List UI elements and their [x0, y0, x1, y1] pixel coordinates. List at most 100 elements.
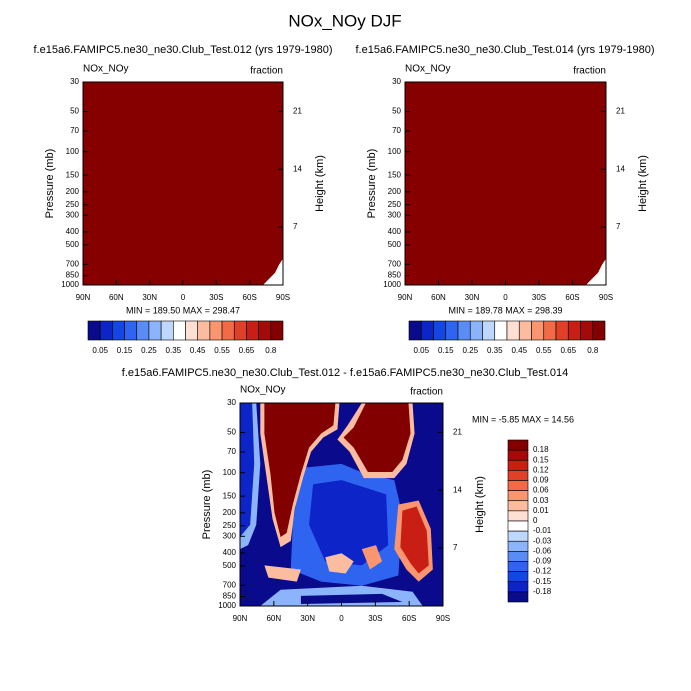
- colorbar-label: 0.15: [117, 346, 133, 355]
- contour-region: [585, 258, 606, 285]
- y-tick-label: 850: [388, 271, 402, 280]
- right-label: fraction: [250, 66, 283, 77]
- colorbar-box: [148, 320, 162, 341]
- y-tick-label: 70: [227, 447, 236, 456]
- colorbar-box: [469, 320, 483, 341]
- panel-title: f.e15a6.FAMIPC5.ne30_ne30.Club_Test.014 …: [355, 44, 654, 56]
- colorbar-label: 0.03: [533, 496, 549, 505]
- contour-field: [83, 82, 283, 285]
- colorbar-label: 0.55: [536, 346, 552, 355]
- y-axis-label: Pressure (mb): [201, 470, 213, 540]
- y-tick-label: 850: [223, 592, 237, 601]
- colorbar-box: [270, 320, 284, 341]
- x-tick-label: 30N: [465, 293, 480, 302]
- colorbar-label: 0.8: [587, 346, 599, 355]
- colorbar-box: [507, 561, 529, 572]
- colorbar-label: 0.06: [533, 486, 549, 495]
- colorbar-box: [209, 320, 223, 341]
- y2-tick-label: 21: [293, 106, 302, 115]
- y-tick-label: 300: [388, 210, 402, 219]
- panel: f.e15a6.FAMIPC5.ne30_ne30.Club_Test.012 …: [122, 367, 574, 623]
- y-tick-label: 300: [66, 210, 80, 219]
- colorbar-box: [494, 320, 508, 341]
- colorbar-box: [592, 320, 606, 341]
- y-tick-label: 70: [392, 126, 401, 135]
- colorbar-label: 0.05: [413, 346, 429, 355]
- x-tick-label: 90S: [599, 293, 613, 302]
- y2-axis-label: Height (km): [474, 476, 486, 533]
- colorbar-box: [99, 320, 113, 341]
- colorbar-label: 0.8: [265, 346, 277, 355]
- x-tick-label: 90N: [76, 293, 91, 302]
- colorbar-label: 0.25: [462, 346, 478, 355]
- colorbar-label: -0.03: [533, 536, 552, 545]
- y2-tick-label: 7: [453, 543, 458, 552]
- y-tick-label: 50: [227, 428, 236, 437]
- panel: f.e15a6.FAMIPC5.ne30_ne30.Club_Test.014 …: [355, 44, 654, 355]
- y-tick-label: 700: [388, 259, 402, 268]
- y-tick-label: 500: [223, 561, 237, 570]
- contour-region: [264, 565, 301, 582]
- y-tick-label: 700: [66, 259, 80, 268]
- colorbar-box: [457, 320, 471, 341]
- colorbar-label: 0.45: [511, 346, 527, 355]
- y-tick-label: 150: [66, 170, 80, 179]
- y2-axis-label: Height (km): [637, 155, 649, 212]
- colorbar-label: 0.15: [438, 346, 454, 355]
- y-tick-label: 700: [223, 580, 237, 589]
- y-tick-label: 150: [388, 170, 402, 179]
- left-label: NOx_NOy: [405, 64, 451, 75]
- contour-region: [343, 403, 411, 473]
- colorbar-label: 0.01: [533, 506, 549, 515]
- colorbar-box: [555, 320, 569, 341]
- colorbar-box: [445, 320, 459, 341]
- colorbar-box: [507, 500, 529, 512]
- x-tick-label: 60N: [109, 293, 124, 302]
- y2-tick-label: 14: [293, 164, 302, 173]
- x-tick-label: 90S: [276, 293, 290, 302]
- figure-title: NOx_NOy DJF: [288, 11, 401, 30]
- colorbar-box: [507, 551, 529, 562]
- contour-region: [263, 258, 283, 285]
- colorbar-box: [507, 510, 529, 522]
- colorbar-box: [482, 320, 496, 341]
- min-max: MIN = 189.50 MAX = 298.47: [126, 305, 240, 315]
- colorbar-box: [185, 320, 198, 341]
- y-tick-label: 400: [223, 548, 237, 557]
- y-tick-label: 200: [223, 508, 237, 517]
- x-tick-label: 90S: [436, 614, 450, 623]
- colorbar-label: 0.35: [487, 346, 503, 355]
- contour-field: [405, 82, 606, 285]
- colorbar-label: 0.55: [214, 346, 230, 355]
- colorbar-box: [197, 320, 211, 341]
- colorbar-box: [258, 320, 272, 341]
- x-tick-label: 90N: [398, 293, 413, 302]
- colorbar-box: [518, 320, 532, 341]
- left-label: NOx_NOy: [240, 385, 286, 396]
- colorbar-box: [246, 320, 259, 341]
- y-tick-label: 50: [70, 107, 79, 116]
- y-axis-label: Pressure (mb): [366, 149, 378, 219]
- x-tick-label: 90N: [233, 614, 248, 623]
- colorbar-box: [580, 320, 594, 341]
- colorbar-box: [507, 530, 529, 542]
- colorbar-box: [420, 320, 434, 341]
- y2-tick-label: 14: [616, 164, 625, 173]
- colorbar-label: -0.06: [533, 546, 552, 555]
- y-tick-label: 30: [227, 398, 236, 407]
- x-tick-label: 60S: [243, 293, 257, 302]
- contour-region: [309, 480, 389, 566]
- colorbar-label: 0.35: [166, 346, 182, 355]
- colorbar-label: 0.25: [141, 346, 157, 355]
- y2-tick-label: 7: [293, 222, 298, 231]
- colorbar-box: [87, 320, 101, 341]
- colorbar-box: [507, 439, 529, 451]
- colorbar-box: [160, 320, 174, 341]
- y-tick-label: 1000: [383, 280, 401, 289]
- y-tick-label: 400: [388, 227, 402, 236]
- contour-region: [300, 593, 403, 604]
- y-tick-label: 200: [66, 187, 80, 196]
- right-label: fraction: [573, 66, 606, 77]
- colorbar-box: [221, 320, 235, 341]
